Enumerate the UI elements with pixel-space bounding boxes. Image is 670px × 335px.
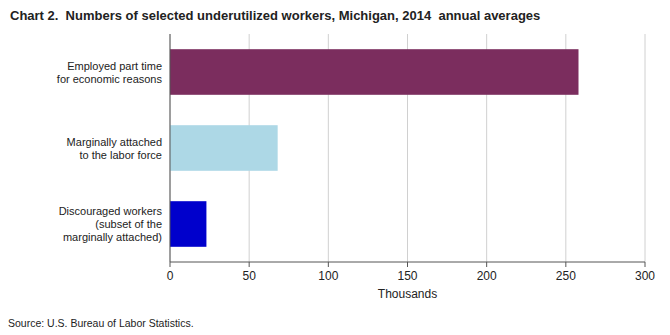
title: Chart 2. Numbers of selected underutiliz… (10, 8, 540, 23)
tick-label: 50 (242, 269, 256, 283)
bars (170, 49, 579, 247)
tick-label: 300 (635, 269, 655, 283)
tick-mark (249, 262, 250, 267)
x-axis-label: Thousands (378, 287, 437, 301)
y-axis-line (170, 34, 171, 262)
bar (170, 201, 206, 247)
source-note: Source: U.S. Bureau of Labor Statistics. (8, 317, 194, 329)
grid-line (170, 34, 171, 262)
tick-label: 0 (167, 269, 174, 283)
tick-label: 150 (397, 269, 417, 283)
bar (170, 49, 579, 95)
tick-mark (486, 262, 487, 267)
tick-mark (565, 262, 566, 267)
bar (170, 125, 278, 171)
category-label: Discouraged workers(subset of themargina… (59, 205, 163, 243)
x-axis-line (170, 262, 645, 263)
tick-label: 200 (477, 269, 497, 283)
tick-mark (170, 262, 171, 267)
tick-label: 100 (318, 269, 338, 283)
tick-mark (407, 262, 408, 267)
tick-mark (328, 262, 329, 267)
category-label: Marginally attachedto the labor force (67, 136, 162, 161)
grid (170, 34, 645, 262)
grid-line (645, 34, 646, 262)
tick-label: 250 (556, 269, 576, 283)
category-label: Employed part timefor economic reasons (57, 60, 163, 85)
tick-mark (645, 262, 646, 267)
chart: Chart 2. Numbers of selected underutiliz… (0, 0, 670, 335)
